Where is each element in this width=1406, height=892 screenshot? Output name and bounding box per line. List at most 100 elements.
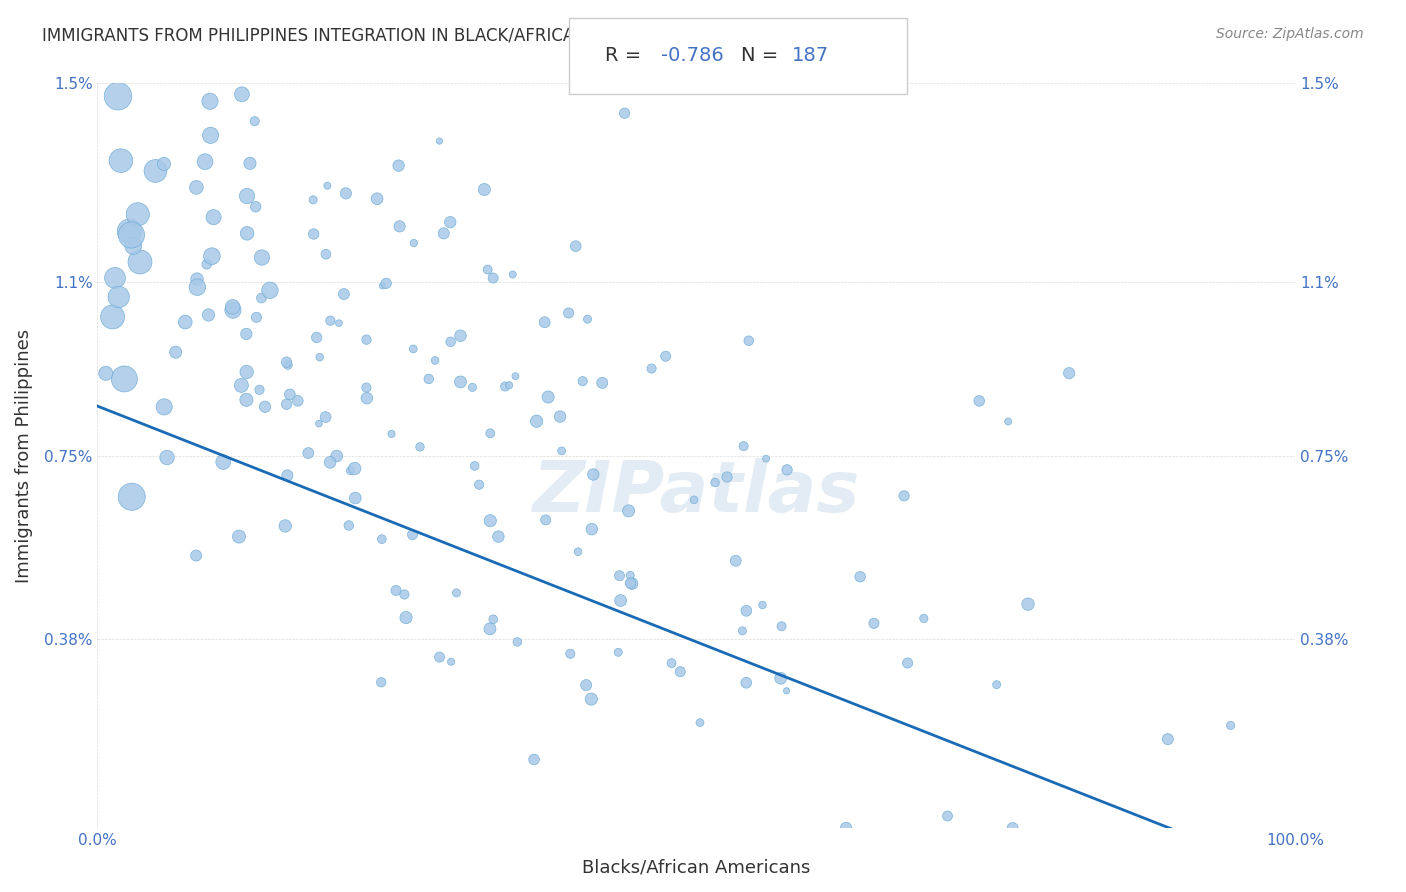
Point (724, 554, 747, 568)
Point (235, 392, 257, 407)
Point (129, 255, 152, 269)
Point (302, 193, 325, 207)
Point (370, 675, 392, 690)
Point (319, 313, 342, 327)
Point (243, 114, 266, 128)
Point (609, 568, 631, 582)
Point (478, 622, 501, 636)
Point (689, 715, 711, 730)
Point (316, 178, 339, 193)
Point (464, 458, 486, 473)
Point (1157, 732, 1180, 747)
Point (250, 291, 273, 305)
Point (582, 467, 605, 482)
Point (315, 410, 337, 425)
Point (418, 372, 440, 386)
Point (505, 369, 527, 384)
Point (257, 49, 280, 63)
Point (198, 95, 221, 109)
Point (893, 489, 915, 503)
Point (486, 530, 509, 544)
Point (212, 455, 235, 469)
Point (429, 650, 451, 665)
Point (560, 647, 582, 661)
Point (534, 513, 557, 527)
Point (640, 361, 662, 376)
Point (440, 655, 463, 669)
Point (735, 675, 758, 690)
Point (621, 576, 644, 591)
Point (356, 381, 378, 395)
Point (472, 182, 495, 196)
Point (186, 549, 208, 563)
Point (607, 645, 630, 659)
Point (617, 504, 640, 518)
Point (195, 257, 218, 271)
Point (380, 426, 402, 441)
Point (167, 27, 190, 41)
Point (575, 678, 598, 692)
Point (239, 156, 262, 170)
Point (387, 159, 409, 173)
Point (433, 227, 456, 241)
Point (153, 400, 176, 414)
Point (156, 450, 179, 465)
Point (835, 821, 858, 835)
Point (776, 463, 799, 477)
Point (127, 207, 149, 221)
Text: Source: ZipAtlas.com: Source: ZipAtlas.com (1216, 27, 1364, 41)
Point (967, 393, 990, 408)
Point (302, 227, 325, 241)
Point (201, 249, 224, 263)
Point (402, 235, 425, 250)
Point (716, 470, 738, 484)
Point (328, 316, 350, 330)
Point (305, 330, 328, 344)
Point (936, 809, 959, 823)
Point (121, 490, 143, 504)
Point (335, 186, 357, 201)
Point (986, 678, 1008, 692)
Point (567, 544, 589, 558)
Point (277, 358, 299, 372)
Point (344, 491, 367, 505)
Point (276, 355, 298, 369)
Point (375, 277, 398, 291)
Point (308, 417, 330, 431)
Point (236, 227, 259, 241)
Point (770, 619, 793, 633)
Point (479, 426, 502, 441)
Point (661, 656, 683, 670)
Point (849, 570, 872, 584)
Text: ZIPatlas: ZIPatlas (533, 458, 860, 527)
Point (863, 616, 886, 631)
Point (120, 227, 142, 242)
Point (394, 587, 416, 601)
Point (235, 365, 257, 379)
Point (319, 455, 342, 469)
Point (297, 446, 319, 460)
Point (315, 247, 337, 261)
Point (439, 334, 461, 349)
Point (613, 106, 636, 120)
Point (249, 383, 271, 397)
Text: N =: N = (741, 46, 785, 65)
Point (101, 310, 124, 324)
Point (200, 128, 222, 143)
Point (429, 134, 451, 148)
Point (228, 530, 250, 544)
Point (235, 326, 257, 341)
Point (482, 271, 505, 285)
Point (253, 400, 276, 414)
Point (733, 439, 755, 453)
Point (236, 189, 259, 203)
Point (591, 376, 613, 390)
Point (250, 251, 273, 265)
Point (751, 598, 773, 612)
Point (339, 464, 361, 478)
Point (704, 475, 727, 490)
Point (110, 153, 132, 168)
Point (278, 387, 301, 401)
Point (165, 345, 187, 359)
Point (450, 328, 472, 343)
